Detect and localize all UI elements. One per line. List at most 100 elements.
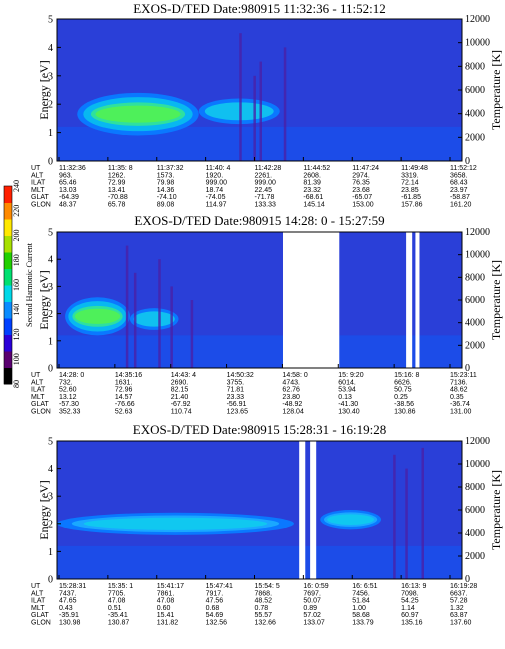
table-cell: 23.85 xyxy=(401,187,419,194)
table-cell: 15:41:17 xyxy=(157,583,184,590)
table-cell: 81.39 xyxy=(303,180,321,187)
colorbar-swatch xyxy=(4,219,12,236)
table-cell: 7861. xyxy=(157,590,175,597)
table-cell: 14:35:16 xyxy=(115,372,142,379)
emission-region xyxy=(74,308,121,324)
table-row-label: ALT xyxy=(31,379,44,386)
y2-tick-label: 10000 xyxy=(465,250,490,261)
table-cell: 131.82 xyxy=(157,620,179,627)
chart-panel-1: EXOS-D/TED Date:980915 11:32:36 - 11:52:… xyxy=(31,1,503,209)
table-row-label: MLT xyxy=(31,187,45,194)
colorbar-tick-label: 240 xyxy=(12,180,21,192)
table-cell: 52.60 xyxy=(59,387,77,394)
table-cell: -38.56 xyxy=(394,401,414,408)
table-cell: 72.96 xyxy=(115,387,133,394)
spectral-streak xyxy=(253,75,256,161)
y-tick-label: 2 xyxy=(48,100,53,111)
y-tick-label: 1 xyxy=(48,336,53,347)
emission-region xyxy=(133,311,175,327)
y-tick-label: 3 xyxy=(48,71,53,82)
table-cell: 131.00 xyxy=(450,409,472,416)
table-cell: 15:54: 5 xyxy=(255,583,280,590)
table-cell: 7098. xyxy=(401,590,419,597)
colorbar-tick-label: 200 xyxy=(12,230,21,242)
table-cell: 14.36 xyxy=(157,187,175,194)
table-cell: 23.80 xyxy=(282,394,300,401)
emission-region xyxy=(95,105,181,123)
table-cell: 55.57 xyxy=(255,612,273,619)
spectral-streak xyxy=(133,272,137,368)
table-cell: 23.97 xyxy=(450,187,468,194)
chart-title: EXOS-D/TED Date:980915 11:32:36 - 11:52:… xyxy=(133,1,386,16)
table-cell: 0.35 xyxy=(450,394,464,401)
table-cell: 11:35: 8 xyxy=(108,165,133,172)
table-cell: 54.69 xyxy=(206,612,224,619)
table-cell: 133.07 xyxy=(303,620,325,627)
table-cell: 89.08 xyxy=(157,202,175,209)
table-cell: 16:19:28 xyxy=(450,583,477,590)
y2-axis-label: Temperature [K] xyxy=(489,260,503,340)
y-tick-label: 4 xyxy=(48,464,53,475)
table-cell: 57.28 xyxy=(450,598,468,605)
table-row-label: UT xyxy=(31,583,41,590)
table-cell: 0.51 xyxy=(108,605,122,612)
table-cell: 7136. xyxy=(450,379,468,386)
table-cell: 53.94 xyxy=(338,387,356,394)
table-row-label: ILAT xyxy=(31,180,46,187)
y-tick-label: 5 xyxy=(48,437,53,448)
table-cell: -56.91 xyxy=(227,401,247,408)
table-cell: 57.02 xyxy=(303,612,321,619)
table-cell: 2974. xyxy=(352,172,370,179)
spectral-streak xyxy=(125,245,129,368)
table-row-label: GLAT xyxy=(31,194,49,201)
y-axis-label: Energy [eV] xyxy=(37,60,51,119)
table-cell: -58.87 xyxy=(450,194,470,201)
colorbar-swatch xyxy=(4,351,12,368)
table-cell: 15:28:31 xyxy=(59,583,86,590)
table-cell: 2608. xyxy=(303,172,321,179)
y2-axis-label: Temperature [K] xyxy=(489,470,503,550)
table-cell: -48.92 xyxy=(282,401,302,408)
table-cell: 1262. xyxy=(108,172,126,179)
colorbar-frame xyxy=(3,185,13,385)
table-cell: 47.65 xyxy=(59,598,77,605)
data-gap xyxy=(406,232,413,368)
table-row-label: ILAT xyxy=(31,387,46,394)
table-cell: 14:58: 0 xyxy=(282,372,307,379)
y-tick-label: 2 xyxy=(48,309,53,320)
table-cell: 47.08 xyxy=(157,598,175,605)
y2-tick-label: 6000 xyxy=(465,85,485,96)
table-cell: 6626. xyxy=(394,379,412,386)
table-cell: 999.00 xyxy=(206,180,228,187)
colorbar-tick-label: 160 xyxy=(12,279,21,291)
y2-tick-label: 2000 xyxy=(465,551,485,562)
table-cell: 11:37:32 xyxy=(157,165,184,172)
table-cell: 15:47:41 xyxy=(206,583,233,590)
table-cell: 79.98 xyxy=(157,180,175,187)
table-cell: 11:40: 4 xyxy=(206,165,231,172)
table-cell: -57.30 xyxy=(59,401,79,408)
table-cell: 1.14 xyxy=(401,605,415,612)
table-cell: 16:13: 9 xyxy=(401,583,426,590)
table-row-label: ILAT xyxy=(31,598,46,605)
table-cell: 72.14 xyxy=(401,180,419,187)
table-cell: 123.65 xyxy=(227,409,249,416)
y2-tick-label: 8000 xyxy=(465,482,485,493)
table-cell: 0.68 xyxy=(206,605,220,612)
y2-tick-label: 2000 xyxy=(465,340,485,351)
colorbar-tick-label: 220 xyxy=(12,205,21,217)
table-cell: -35.91 xyxy=(59,612,79,619)
chart-title: EXOS-D/TED Date:980915 15:28:31 - 16:19:… xyxy=(133,422,386,437)
table-cell: -67.92 xyxy=(171,401,191,408)
table-cell: 132.66 xyxy=(255,620,277,627)
table-cell: 11:32:36 xyxy=(59,165,86,172)
table-cell: 13.03 xyxy=(59,187,77,194)
data-gap xyxy=(310,441,317,579)
colorbar-swatch xyxy=(4,334,12,352)
y-tick-label: 3 xyxy=(48,282,53,293)
colorbar-swatch xyxy=(4,235,12,253)
y-tick-label: 5 xyxy=(48,228,53,239)
table-cell: 16: 6:51 xyxy=(352,583,377,590)
table-cell: -41.30 xyxy=(338,401,358,408)
table-cell: 6014. xyxy=(338,379,356,386)
